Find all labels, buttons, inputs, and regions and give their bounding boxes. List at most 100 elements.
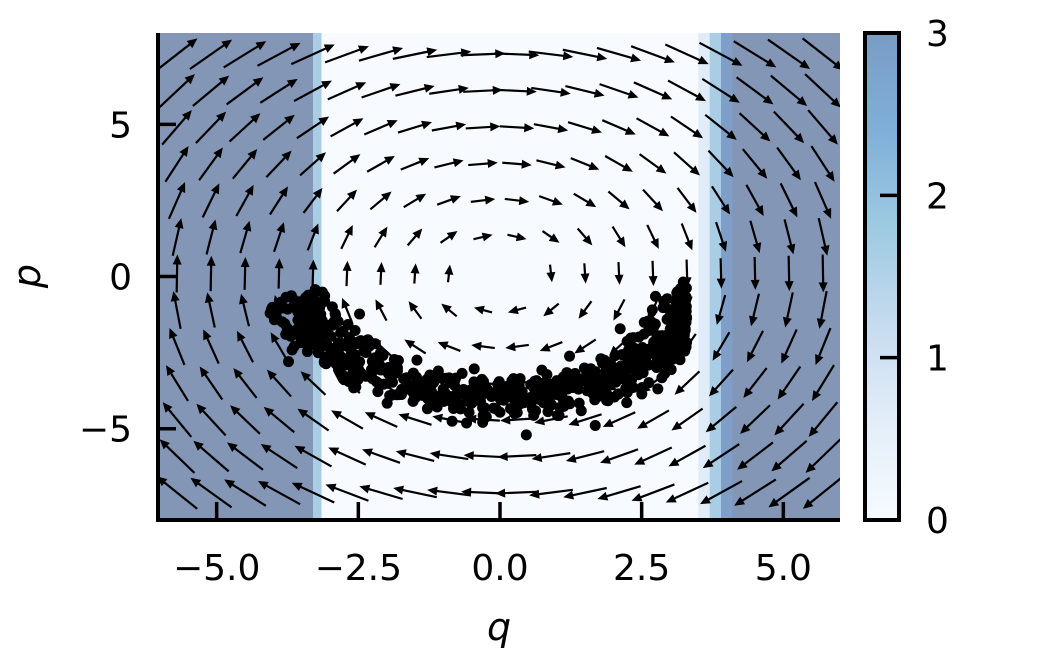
vector-arrow bbox=[198, 147, 223, 181]
vector-arrow bbox=[373, 226, 388, 248]
scatter-point bbox=[651, 362, 663, 374]
x-tick-label: −2.5 bbox=[315, 548, 402, 589]
vector-arrow bbox=[225, 77, 264, 106]
scatter-point bbox=[456, 367, 468, 379]
vector-arrow bbox=[427, 486, 471, 497]
vector-arrow bbox=[671, 407, 704, 431]
field-band-4 bbox=[709, 33, 722, 520]
scatter-point bbox=[463, 406, 475, 418]
vector-arrow bbox=[331, 410, 364, 430]
vector-arrow bbox=[369, 191, 392, 211]
scatter-point bbox=[455, 403, 467, 415]
scatter-point bbox=[309, 284, 321, 296]
vector-arrow bbox=[199, 366, 224, 401]
vector-arrow bbox=[805, 438, 840, 473]
vector-arrow bbox=[290, 44, 335, 66]
vector-arrow bbox=[429, 450, 469, 461]
vector-arrow bbox=[332, 154, 361, 175]
vector-arrow bbox=[562, 48, 608, 62]
vector-arrow bbox=[570, 157, 600, 171]
scatter-point bbox=[463, 391, 475, 403]
vector-arrow bbox=[738, 112, 771, 142]
vector-arrow bbox=[578, 300, 593, 319]
vector-arrow bbox=[204, 292, 216, 328]
vector-arrow bbox=[701, 77, 740, 103]
vector-arrow bbox=[336, 189, 358, 212]
vector-arrow bbox=[580, 263, 590, 284]
vector-arrow bbox=[630, 45, 675, 64]
y-tick-label: 5 bbox=[109, 105, 132, 146]
vector-arrow bbox=[565, 450, 605, 463]
scatter-point bbox=[661, 348, 673, 360]
vector-arrow bbox=[539, 341, 563, 352]
scatter-point bbox=[468, 363, 480, 375]
vector-arrow bbox=[810, 145, 835, 182]
vector-arrow bbox=[240, 257, 250, 290]
vector-arrow bbox=[665, 481, 709, 503]
scatter-point bbox=[544, 391, 556, 403]
vector-arrow bbox=[611, 225, 626, 248]
vector-arrow bbox=[529, 488, 573, 499]
vector-arrow bbox=[808, 401, 839, 437]
vector-arrow bbox=[531, 452, 571, 462]
x-tick-label: 0.0 bbox=[471, 548, 528, 589]
vector-arrow bbox=[269, 186, 289, 216]
vector-arrow bbox=[327, 82, 367, 101]
scatter-point bbox=[585, 363, 597, 375]
scatter-point bbox=[667, 339, 679, 351]
scatter-point bbox=[288, 340, 300, 352]
scatter-point bbox=[675, 322, 687, 334]
vector-arrow bbox=[531, 86, 571, 97]
vector-arrow bbox=[262, 114, 295, 141]
vector-arrow bbox=[604, 155, 633, 172]
vector-arrow bbox=[602, 411, 636, 427]
scatter-point bbox=[600, 380, 612, 392]
vector-arrow bbox=[436, 195, 461, 206]
scatter-point bbox=[440, 372, 452, 384]
scatter-point bbox=[492, 378, 504, 390]
vector-arrow bbox=[779, 182, 798, 218]
vector-arrow bbox=[330, 118, 364, 138]
vector-arrow bbox=[296, 116, 330, 140]
vector-arrow bbox=[403, 193, 427, 209]
vector-arrow bbox=[160, 74, 195, 109]
vector-arrow bbox=[364, 412, 398, 428]
vector-arrow bbox=[601, 119, 636, 135]
vector-arrow bbox=[362, 448, 401, 464]
vector-arrow bbox=[410, 263, 420, 284]
scatter-point bbox=[567, 375, 579, 387]
vector-arrow bbox=[631, 483, 675, 502]
vector-arrow bbox=[429, 84, 469, 95]
vector-arrow bbox=[172, 254, 182, 293]
colorbar-tick-label: 1 bbox=[926, 339, 949, 380]
vector-arrow bbox=[167, 182, 186, 220]
vector-arrow bbox=[325, 483, 369, 502]
scatter-point bbox=[511, 406, 523, 418]
vector-arrow bbox=[607, 190, 630, 210]
vector-arrow bbox=[471, 341, 495, 351]
vector-arrow bbox=[667, 79, 706, 102]
vector-arrow bbox=[614, 262, 624, 285]
vector-arrow bbox=[404, 339, 427, 355]
vector-arrow bbox=[437, 341, 461, 352]
vector-arrow bbox=[473, 305, 493, 315]
vector-arrow bbox=[463, 451, 503, 461]
vector-arrow bbox=[600, 448, 639, 464]
vector-arrow bbox=[804, 73, 840, 108]
vector-arrow bbox=[502, 159, 532, 169]
scatter-point bbox=[534, 394, 546, 406]
scatter-point bbox=[562, 383, 574, 395]
scatter-point bbox=[601, 394, 613, 406]
vector-arrow bbox=[733, 40, 777, 68]
scatter-point bbox=[289, 294, 301, 306]
vector-arrow bbox=[227, 442, 264, 471]
vector-arrow bbox=[160, 38, 198, 69]
scatter-point bbox=[619, 364, 631, 376]
vector-arrow bbox=[781, 328, 798, 364]
scatter-point bbox=[663, 303, 675, 315]
vector-arrow bbox=[573, 192, 597, 208]
vector-arrow bbox=[541, 230, 560, 243]
vector-arrow bbox=[767, 38, 811, 70]
vector-arrow bbox=[160, 439, 196, 474]
vector-arrow bbox=[223, 41, 267, 69]
